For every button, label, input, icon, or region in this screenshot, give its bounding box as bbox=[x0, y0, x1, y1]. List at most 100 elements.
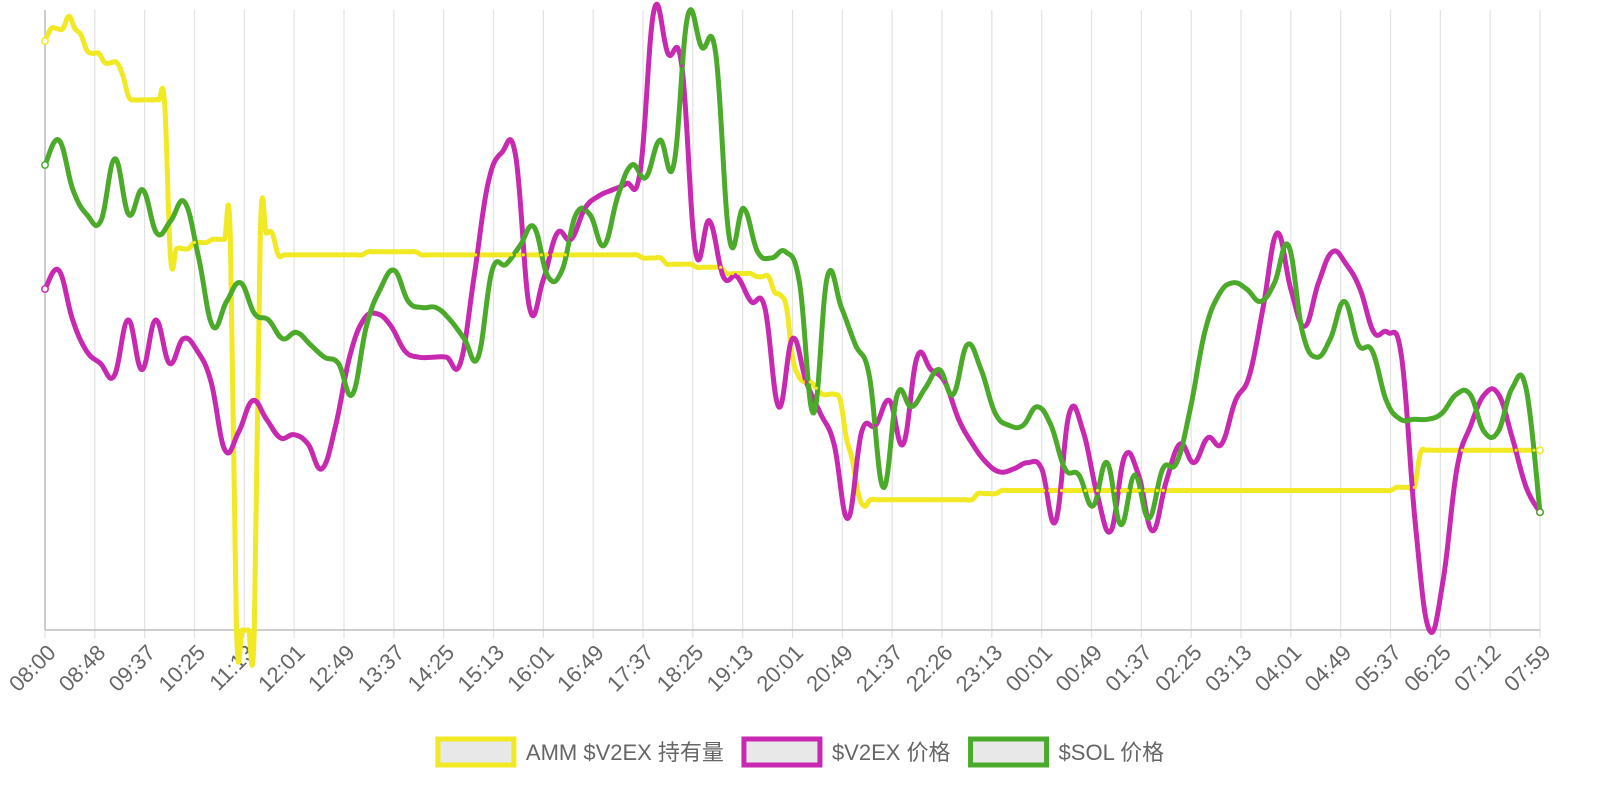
series-0-point bbox=[1263, 488, 1267, 493]
series-1-point bbox=[874, 423, 878, 427]
series-0-point bbox=[1131, 488, 1135, 493]
series-0-point bbox=[1412, 485, 1416, 489]
series-0-point bbox=[719, 265, 723, 269]
series-2-point bbox=[1468, 392, 1472, 396]
series-1-point bbox=[680, 64, 684, 68]
series-2-point bbox=[783, 250, 788, 254]
x-tick-label: 20:49 bbox=[801, 640, 858, 697]
series-2-point bbox=[923, 386, 927, 390]
series-0-point bbox=[252, 628, 256, 632]
series-0-point bbox=[856, 492, 860, 496]
series-1-point bbox=[444, 355, 448, 359]
series-1-point bbox=[57, 268, 61, 272]
series-0-point bbox=[1293, 488, 1297, 493]
series-1-point bbox=[901, 442, 905, 446]
series-0-point bbox=[414, 250, 418, 254]
series-1-point bbox=[1150, 529, 1154, 533]
series-0-point bbox=[892, 498, 896, 502]
series-0-point bbox=[1484, 448, 1488, 452]
series-0-point bbox=[868, 498, 872, 502]
series-1-point bbox=[112, 374, 116, 378]
series-2-point bbox=[448, 318, 452, 322]
series-0-point bbox=[1179, 488, 1183, 493]
series-0-point bbox=[773, 290, 777, 294]
series-0-point bbox=[551, 253, 555, 257]
series-1-point bbox=[486, 182, 490, 186]
series-1-point bbox=[1344, 262, 1348, 266]
series-0-point bbox=[653, 256, 657, 260]
legend[interactable]: AMM $V2EX 持有量 $V2EX 价格 $SOL 价格 bbox=[435, 736, 1165, 768]
series-2-point bbox=[336, 361, 340, 365]
series-0-point bbox=[689, 262, 693, 266]
series-0-point bbox=[97, 51, 101, 56]
series-0-point bbox=[456, 253, 460, 257]
series-0-point bbox=[1269, 488, 1273, 493]
series-1-point bbox=[195, 349, 199, 353]
series-1-point bbox=[1316, 281, 1321, 285]
series-2-point bbox=[71, 188, 75, 192]
series-0-point bbox=[216, 237, 220, 241]
series-2-point bbox=[141, 188, 145, 192]
series-0-point bbox=[1490, 448, 1494, 452]
series-0-point bbox=[862, 504, 866, 508]
series-0-point bbox=[545, 253, 549, 257]
series-0-point bbox=[169, 256, 173, 260]
x-tick-label: 05:37 bbox=[1349, 640, 1406, 697]
series-2-point bbox=[574, 213, 578, 217]
series-0-point bbox=[1472, 448, 1476, 452]
legend-item-1[interactable]: $V2EX 价格 bbox=[741, 736, 951, 768]
x-tick-label: 04:49 bbox=[1300, 640, 1357, 697]
series-0-point bbox=[1496, 448, 1500, 452]
series-1-point bbox=[1289, 287, 1293, 291]
series-0-point bbox=[1227, 488, 1231, 493]
series-0-point bbox=[372, 250, 376, 254]
series-1-point bbox=[1427, 628, 1431, 632]
series-1-point bbox=[168, 361, 172, 365]
series-0-point bbox=[396, 250, 400, 254]
series-0-point bbox=[581, 253, 585, 257]
series-1-point bbox=[1109, 529, 1113, 533]
series-2-point bbox=[99, 219, 103, 223]
series-0-point bbox=[426, 253, 430, 257]
x-tick-label: 08:00 bbox=[4, 640, 61, 697]
series-0-point bbox=[485, 253, 490, 257]
series-0-point bbox=[204, 240, 209, 245]
series-2-point bbox=[420, 306, 424, 310]
series-0-point bbox=[665, 262, 669, 266]
series-0-point bbox=[1245, 488, 1249, 493]
series-0-point bbox=[1436, 448, 1440, 452]
series-0-point bbox=[1508, 448, 1512, 452]
series-2-point bbox=[1245, 287, 1249, 291]
x-tick-label: 03:13 bbox=[1200, 640, 1257, 697]
series-0-point bbox=[1221, 488, 1225, 493]
series-2-point bbox=[1217, 293, 1221, 297]
series-2-point bbox=[1231, 281, 1235, 285]
series-0-point bbox=[1024, 488, 1028, 493]
series-1-point bbox=[361, 318, 365, 322]
series-2-point bbox=[839, 306, 844, 310]
series-0-point bbox=[240, 628, 244, 632]
series-1-point bbox=[735, 275, 739, 279]
legend-item-0[interactable]: AMM $V2EX 持有量 bbox=[435, 736, 724, 768]
legend-item-2[interactable]: $SOL 价格 bbox=[968, 736, 1165, 768]
series-1-point bbox=[1261, 306, 1265, 310]
series-0-point bbox=[1520, 448, 1524, 452]
series-0-point bbox=[593, 253, 597, 257]
series-0-point bbox=[1036, 488, 1040, 493]
series-0-point bbox=[1197, 488, 1201, 493]
series-2-point bbox=[881, 485, 885, 489]
series-0-point bbox=[874, 498, 878, 502]
series-0-point bbox=[755, 275, 759, 279]
series-1-point bbox=[749, 299, 753, 303]
series-2-point bbox=[364, 324, 368, 328]
series-0-point bbox=[282, 253, 286, 257]
series-1-point bbox=[555, 231, 559, 235]
series-2-point bbox=[350, 392, 354, 396]
series-0-point bbox=[432, 253, 436, 257]
series-1-point bbox=[1164, 479, 1168, 483]
series-2-point bbox=[1454, 392, 1458, 396]
series-1-point bbox=[417, 355, 421, 359]
series-1-point bbox=[1012, 467, 1016, 471]
series-2-point bbox=[1370, 349, 1374, 353]
series-0-point bbox=[832, 392, 837, 396]
